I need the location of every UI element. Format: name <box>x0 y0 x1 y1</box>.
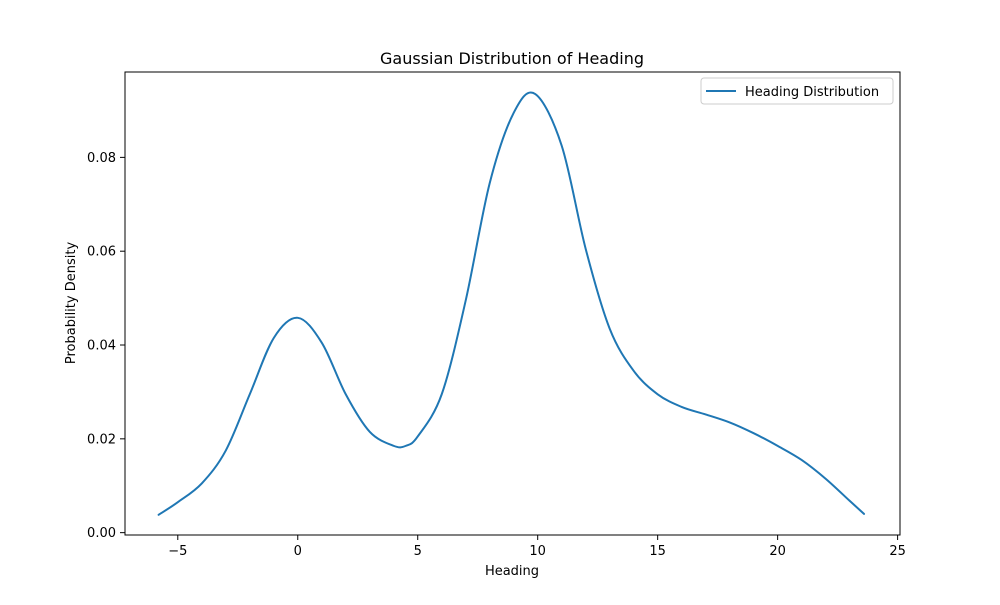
x-tick-label: 25 <box>889 544 906 559</box>
y-axis-label: Probability Density <box>64 242 79 365</box>
y-tick-label: 0.02 <box>87 432 116 447</box>
legend-box <box>700 77 894 105</box>
axes-frame <box>124 71 901 536</box>
chart-title: Gaussian Distribution of Heading <box>380 49 644 68</box>
legend: Heading Distribution <box>700 77 894 105</box>
y-tick-label: 0.06 <box>87 245 116 260</box>
x-tick-label: 15 <box>649 544 666 559</box>
x-tick-label: −5 <box>168 544 187 559</box>
y-tick-label: 0.00 <box>87 526 116 541</box>
x-tick-label: 0 <box>294 544 302 559</box>
x-tick-label: 10 <box>529 544 546 559</box>
x-tick-label: 5 <box>414 544 422 559</box>
plot-area: −5 0 5 10 15 20 25 0.00 0.02 0.04 0.06 0.08 <box>87 71 906 559</box>
legend-label: Heading Distribution <box>745 85 879 100</box>
y-tick-label: 0.04 <box>87 339 116 354</box>
x-axis-label: Heading <box>485 564 539 579</box>
y-tick-label: 0.08 <box>87 151 116 166</box>
series-line-0 <box>157 91 866 516</box>
x-tick-label: 20 <box>769 544 786 559</box>
